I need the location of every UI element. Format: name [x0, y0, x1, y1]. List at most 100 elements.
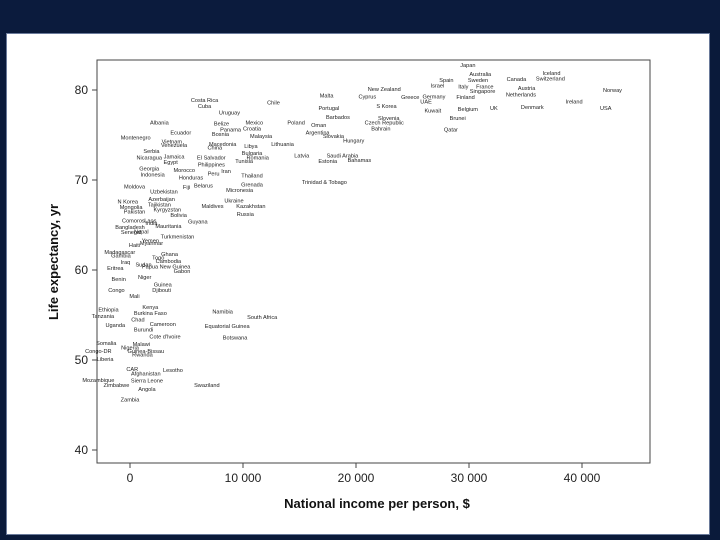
data-point-label: Tajikistan: [148, 202, 171, 208]
data-point-label: Ghana: [161, 252, 179, 258]
data-point-label: Belarus: [194, 183, 213, 189]
data-point-label: Trinidad & Tobago: [302, 180, 347, 186]
data-point-label: Montenegro: [121, 136, 151, 142]
data-point-label: CAR: [126, 367, 138, 373]
data-point-label: Iraq: [121, 260, 131, 266]
data-point-label: Azerbaijan: [148, 197, 174, 203]
data-point-label: Equatorial Guinea: [205, 324, 251, 330]
data-point-label: Bosnia: [212, 132, 230, 138]
data-point-label: Yemen: [142, 238, 159, 244]
data-point-label: Eritrea: [107, 266, 124, 272]
data-point-label: El Salvador: [197, 156, 226, 162]
data-point-label: Turkmenistan: [161, 235, 195, 241]
data-point-label: Israel: [431, 84, 445, 90]
data-point-label: Qatar: [444, 128, 458, 134]
data-point-label: Moldova: [124, 184, 146, 190]
data-point-label: Tunisia: [235, 159, 254, 165]
data-point-label: Liberia: [97, 357, 115, 363]
data-point-label: Argentina: [306, 130, 331, 136]
data-point-label: Honduras: [179, 175, 203, 181]
data-point-label: Malaysia: [250, 134, 273, 140]
data-point-label: Lesotho: [163, 368, 183, 374]
data-point-label: Ecuador: [170, 130, 191, 136]
data-point-label: France: [476, 84, 493, 90]
y-axis-title: Life expectancy, yr: [46, 204, 61, 320]
data-point-label: Mozambique: [82, 378, 114, 384]
data-point-label: Slovakia: [323, 134, 345, 140]
data-point-label: Kazakhstan: [236, 204, 265, 210]
data-point-label: Italy: [458, 84, 468, 90]
data-point-label: Malta: [320, 93, 335, 99]
data-point-label: Peru: [208, 172, 220, 178]
data-point-label: Gabon: [174, 269, 191, 275]
data-point-label: Canada: [507, 77, 527, 83]
data-point-label: Maldives: [201, 204, 223, 210]
data-point-label: Bangladesh: [115, 225, 145, 231]
data-point-label: Zimbabwe: [104, 383, 130, 389]
data-point-label: Uruguay: [219, 111, 240, 117]
x-tick-label: 30 000: [451, 471, 488, 485]
data-point-label: Madagascar: [104, 250, 135, 256]
data-point-label: Venezuela: [161, 143, 188, 149]
data-point-label: Kyrgyzstan: [153, 208, 181, 214]
data-point-label: Somalia: [96, 341, 117, 347]
data-point-label: Australia: [469, 72, 492, 78]
data-point-label: Singapore: [470, 89, 496, 95]
data-point-label: Guinea-Bissau: [127, 349, 164, 355]
data-point-label: Estonia: [318, 159, 338, 165]
data-point-label: Saudi Arabia: [327, 154, 360, 160]
data-point-label: Vietnam: [162, 139, 183, 145]
data-point-label: Brunei: [450, 116, 466, 122]
data-point-label: Kuwait: [424, 109, 441, 115]
data-point-label: Nicaragua: [136, 156, 162, 162]
data-point-label: China: [207, 146, 223, 152]
data-point-label: Ethiopia: [98, 308, 119, 314]
data-point-label: Russia: [237, 212, 255, 218]
data-point-label: Namibia: [212, 309, 233, 315]
data-point-label: Cyprus: [358, 94, 376, 100]
data-point-label: Micronesia: [226, 188, 254, 194]
data-point-label: Djibouti: [152, 288, 171, 294]
data-point-label: Morocco: [174, 168, 195, 174]
data-point-label: Croatia: [243, 127, 262, 133]
data-point-label: S Korea: [376, 104, 397, 110]
data-point-label: Barbados: [326, 115, 350, 121]
data-point-label: Slovenia: [378, 116, 400, 122]
data-point-label: Guyana: [188, 219, 208, 225]
plot-area: [96, 59, 651, 464]
data-point-label: Congo-DR: [85, 349, 111, 355]
data-point-label: Mali: [129, 294, 139, 300]
data-point-label: Papua New Guinea: [142, 264, 191, 270]
data-point-label: Ireland: [566, 100, 583, 106]
data-point-label: Mongolia: [120, 205, 144, 211]
data-point-label: Spain: [439, 78, 453, 84]
data-point-label: Cameroon: [150, 322, 176, 328]
data-point-label: Malawi: [133, 342, 150, 348]
data-point-label: Kenya: [142, 305, 159, 311]
data-point-label: UK: [490, 106, 498, 112]
data-point-label: Panama: [220, 128, 242, 134]
data-point-label: Albania: [150, 120, 170, 126]
data-point-label: N Korea: [117, 200, 138, 206]
data-point-label: Bolivia: [170, 213, 187, 219]
data-point-label: Swaziland: [194, 383, 220, 389]
data-point-label: Burkina Faso: [134, 311, 167, 317]
data-point-label: Chile: [267, 101, 280, 107]
y-tick-label: 70: [75, 173, 89, 187]
data-point-label: Uganda: [106, 323, 126, 329]
x-tick-label: 40 000: [564, 471, 601, 485]
y-tick-label: 60: [75, 263, 89, 277]
data-point-label: Philippines: [198, 163, 225, 169]
title-bar: [0, 0, 720, 30]
data-point-label: Hungary: [343, 138, 364, 144]
data-point-label: Niger: [138, 275, 152, 281]
data-point-label: Fiji: [183, 185, 190, 191]
data-point-label: Zambia: [121, 398, 141, 404]
data-point-label: Grenada: [241, 183, 264, 189]
data-point-label: Cambodia: [156, 259, 182, 265]
data-point-label: Poland: [287, 120, 304, 126]
data-point-label: Sierra Leone: [131, 379, 163, 385]
x-tick-label: 10 000: [225, 471, 262, 485]
data-point-label: Rwanda: [132, 353, 153, 359]
